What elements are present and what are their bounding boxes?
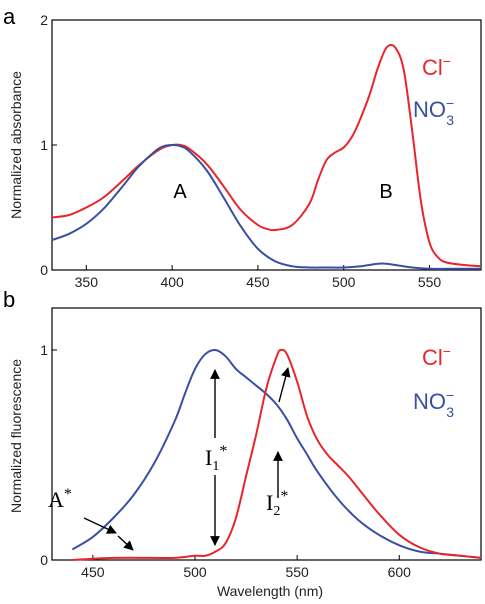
y-tick-label: 0 bbox=[40, 552, 48, 568]
legend-no3-subscript: 3 bbox=[446, 112, 454, 128]
axes-frame bbox=[51, 307, 482, 561]
series-line-no3 bbox=[51, 144, 481, 270]
annotation-a-star-label: A bbox=[48, 487, 64, 512]
legend-no3-subscript: 3 bbox=[446, 404, 454, 420]
legend-a: Cl− NO− 3 bbox=[413, 53, 454, 128]
arrow-i2-to-peak bbox=[278, 367, 291, 403]
arrow-a-star-2 bbox=[117, 535, 134, 551]
x-tick-label: 500 bbox=[183, 564, 207, 580]
x-tick-label: 500 bbox=[332, 274, 356, 290]
annotation-i1-sub: 1 bbox=[212, 459, 219, 474]
annotation-i2-sub: 2 bbox=[273, 504, 280, 519]
y-axis-title-a: Normalized absorbance bbox=[8, 71, 24, 219]
legend-no3-charge: − bbox=[446, 387, 454, 403]
annotation-i2-sup: * bbox=[280, 488, 288, 505]
annotation-i1-label: I bbox=[205, 445, 212, 470]
x-tick-label: 450 bbox=[246, 274, 270, 290]
arrow-a-star-1 bbox=[83, 517, 117, 534]
axes-frame bbox=[51, 19, 482, 271]
legend-item-no3: NO− 3 bbox=[413, 95, 454, 128]
y-tick-label: 1 bbox=[40, 137, 48, 153]
legend-cl-label: Cl bbox=[422, 345, 443, 370]
panel-b: b Normalized fluorescence Wavelength (nm… bbox=[3, 287, 482, 599]
legend-no3-label: NO bbox=[413, 389, 446, 414]
annotation-a-star-sup: * bbox=[64, 486, 72, 503]
plot-area-a: 350 400 450 500 550 0 1 2 bbox=[40, 12, 482, 290]
y-tick-label: 1 bbox=[40, 342, 48, 358]
annotation-i2-star: I2* bbox=[266, 488, 288, 519]
x-tick-label: 550 bbox=[285, 564, 309, 580]
x-tick-label: 550 bbox=[418, 274, 442, 290]
annotation-arrows bbox=[83, 367, 291, 551]
annotation-b: B bbox=[379, 181, 392, 203]
legend-item-cl: Cl− bbox=[422, 53, 451, 80]
series-line-no3 bbox=[71, 348, 482, 559]
y-axis-title-b: Normalized fluorescence bbox=[8, 359, 24, 513]
legend-item-cl: Cl− bbox=[422, 343, 451, 370]
series-line-cl bbox=[51, 43, 482, 268]
y-tick-label: 0 bbox=[40, 262, 48, 278]
annotation-i1-sup: * bbox=[219, 443, 227, 460]
annotation-i1-star: I1* bbox=[205, 443, 227, 474]
legend-cl-label: Cl bbox=[422, 55, 443, 80]
legend-item-no3: NO− 3 bbox=[413, 387, 454, 420]
legend-b: Cl− NO− 3 bbox=[413, 343, 454, 420]
annotation-i2-label: I bbox=[266, 490, 273, 515]
legend-no3-label: NO bbox=[413, 97, 446, 122]
x-tick-label: 600 bbox=[388, 564, 412, 580]
annotation-a: A bbox=[173, 181, 187, 203]
panel-label-b: b bbox=[3, 287, 15, 312]
x-axis-title-b: Wavelength (nm) bbox=[217, 583, 323, 599]
y-tick-label: 2 bbox=[40, 12, 48, 28]
legend-cl-charge: − bbox=[443, 343, 451, 359]
panel-a: a Normalized absorbance 350 400 450 500 550 0… bbox=[3, 4, 482, 290]
legend-cl-charge: − bbox=[443, 53, 451, 69]
x-tick-label: 450 bbox=[81, 564, 105, 580]
annotation-a-star: A* bbox=[48, 486, 72, 512]
panel-label-a: a bbox=[3, 4, 16, 29]
x-tick-label: 350 bbox=[75, 274, 99, 290]
series-line-cl bbox=[72, 348, 482, 561]
plot-area-b: 450 500 550 600 0 1 bbox=[40, 307, 482, 580]
legend-no3-charge: − bbox=[446, 95, 454, 111]
x-tick-label: 400 bbox=[160, 274, 184, 290]
